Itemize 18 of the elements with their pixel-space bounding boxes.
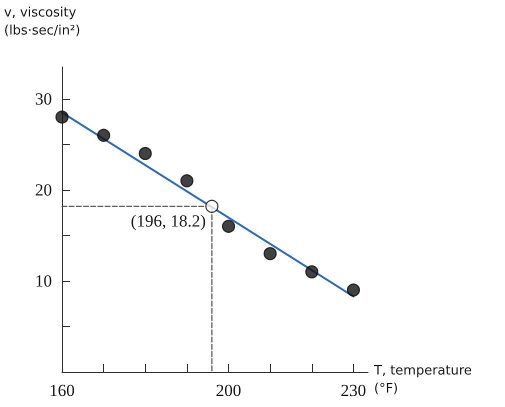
- annotation: (196, 18.2): [130, 211, 206, 230]
- point: [346, 283, 360, 297]
- point: [264, 247, 277, 260]
- x-tick-label: 200: [216, 381, 242, 400]
- y-tick-label: 30: [35, 89, 52, 108]
- x-axis-title: T, temperature (°F): [373, 364, 476, 396]
- point: [305, 265, 318, 278]
- point: [222, 220, 236, 233]
- x-tick-label: 160: [49, 381, 75, 400]
- point: [205, 200, 218, 213]
- point: [180, 174, 194, 188]
- point: [55, 110, 69, 124]
- point: [97, 128, 110, 142]
- point: [138, 146, 152, 160]
- y-tick-label: 20: [35, 180, 52, 200]
- y-axis-title: v, viscosity (lbs·sec/in²): [4, 6, 80, 38]
- y-tick-label: 10: [35, 271, 52, 290]
- x-tick-label: 230: [340, 381, 366, 400]
